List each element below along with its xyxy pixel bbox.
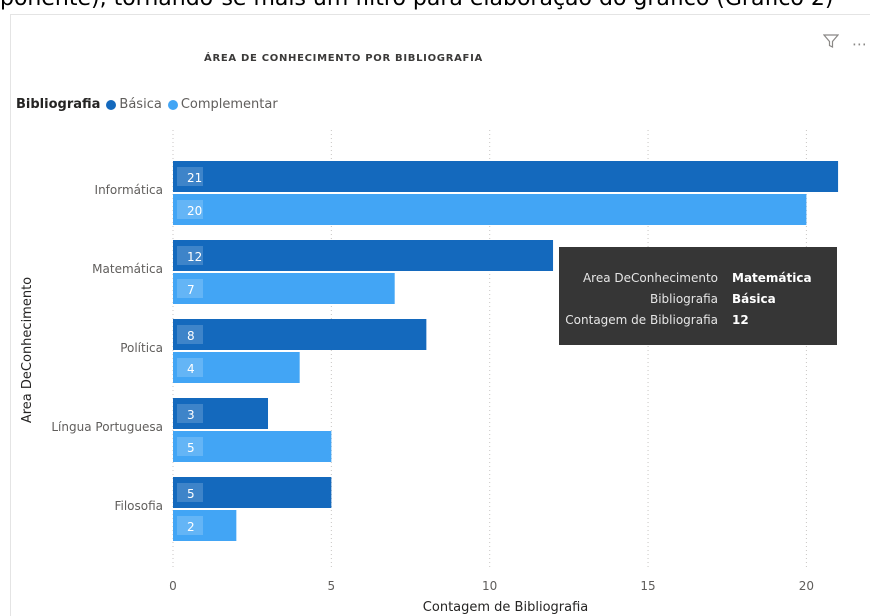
bar-complementar[interactable] (173, 194, 807, 225)
data-label: 2 (187, 520, 195, 534)
bar-complementar[interactable] (173, 352, 300, 383)
data-label: 5 (187, 487, 195, 501)
legend-label-basica: Básica (119, 97, 162, 112)
bar-basica[interactable] (173, 319, 427, 350)
y-axis-title: Area DeConhecimento (20, 277, 35, 423)
bar-basica[interactable] (173, 240, 554, 271)
data-label-bg[interactable] (177, 246, 203, 265)
bar-basica[interactable] (173, 161, 839, 192)
bar-complementar[interactable] (173, 431, 332, 462)
tooltip-value: 12 (732, 312, 749, 327)
bar-complementar[interactable] (173, 510, 237, 541)
legend-title: Bibliografia (16, 97, 101, 112)
x-axis-title: Contagem de Bibliografia (423, 600, 588, 615)
legend-label-complementar: Complementar (180, 97, 278, 112)
y-category-label: Língua Portuguesa (51, 420, 163, 434)
bar-basica[interactable] (173, 398, 269, 429)
tooltip-key: Area DeConhecimento (582, 270, 718, 285)
x-tick-label: 0 (169, 579, 177, 593)
bar-complementar[interactable] (173, 273, 395, 304)
data-label-bg[interactable] (177, 437, 203, 456)
x-tick-label: 5 (328, 579, 336, 593)
tooltip-row: Contagem de Bibliografia 12 (559, 309, 837, 330)
data-label: 12 (187, 250, 202, 264)
data-label-bg[interactable] (177, 279, 203, 298)
chart-title: ÁREA DE CONHECIMENTO POR BIBLIOGRAFIA (204, 53, 483, 64)
data-label-bg[interactable] (177, 358, 203, 377)
legend-item-complementar[interactable]: Complementar (167, 97, 278, 112)
legend-dot-complementar (167, 99, 178, 110)
data-label: 5 (187, 441, 195, 455)
legend-dot-basica (106, 99, 117, 110)
tooltip-row: Area DeConhecimento Matemática (559, 267, 837, 288)
y-category-label: Filosofia (114, 499, 163, 513)
visual-header: ⋯ (815, 33, 867, 53)
x-tick-label: 10 (482, 579, 497, 593)
data-label: 8 (187, 329, 195, 343)
tooltip-row: Bibliografia Básica (559, 288, 837, 309)
data-label: 21 (187, 171, 202, 185)
data-label-bg[interactable] (177, 325, 203, 344)
document-caption-text: ponente), tornando-se mais um filtro par… (0, 0, 870, 14)
data-label: 4 (187, 362, 195, 376)
tooltip-key: Contagem de Bibliografia (565, 312, 718, 327)
data-label-bg[interactable] (177, 167, 203, 186)
data-label-bg[interactable] (177, 200, 203, 219)
y-category-label: Informática (95, 183, 163, 197)
data-label-bg[interactable] (177, 483, 203, 502)
data-label: 20 (187, 204, 202, 218)
x-tick-label: 15 (640, 579, 655, 593)
tooltip-value: Básica (732, 291, 776, 306)
data-label-bg[interactable] (177, 404, 203, 423)
chart-legend: Bibliografia Básica Complementar (16, 97, 284, 112)
tooltip-key: Bibliografia (649, 291, 718, 306)
chart-tooltip: Area DeConhecimento Matemática Bibliogra… (559, 247, 837, 345)
tooltip-value: Matemática (732, 270, 812, 285)
more-options-icon[interactable]: ⋯ (852, 35, 867, 53)
filter-icon[interactable] (822, 34, 844, 53)
data-label: 7 (187, 283, 195, 297)
x-tick-label: 20 (799, 579, 814, 593)
legend-item-basica[interactable]: Básica (106, 97, 162, 112)
y-category-label: Política (120, 341, 163, 355)
data-label-bg[interactable] (177, 516, 203, 535)
y-category-label: Matemática (92, 262, 163, 276)
bar-basica[interactable] (173, 477, 332, 508)
data-label: 3 (187, 408, 195, 422)
